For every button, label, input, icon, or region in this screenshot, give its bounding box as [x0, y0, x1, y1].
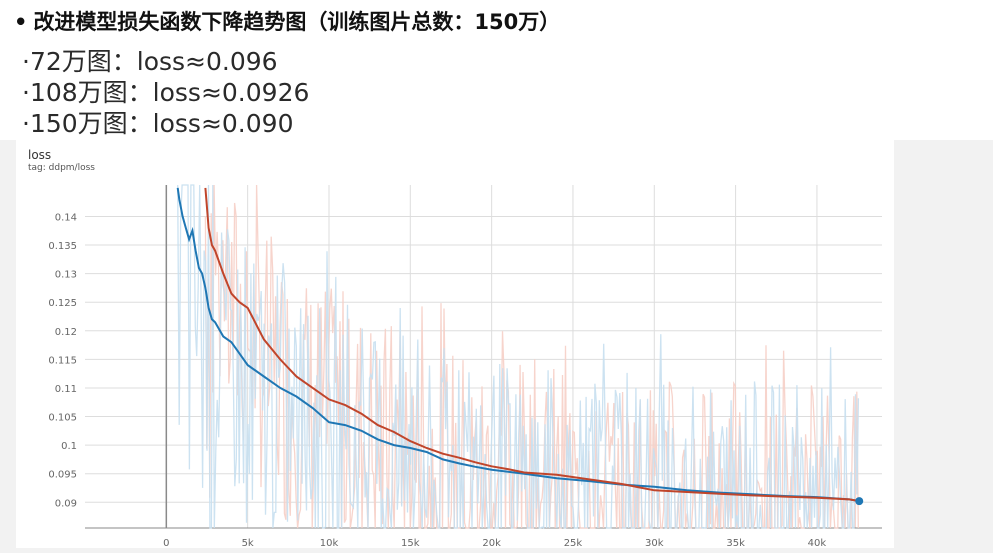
title-text: 改进模型损失函数下降趋势图（训练图片总数：150万） [33, 10, 561, 34]
note-150w: ·150万图：loss≈0.090 [22, 109, 294, 138]
loss-chart-card: loss tag: ddpm/loss 0.09 0.095 0.1 0.105 0.1… [16, 140, 894, 548]
y-tick-label: 0.105 [48, 413, 77, 424]
y-tick-label: 0.09 [55, 498, 77, 509]
loss-chart[interactable]: 0.09 0.095 0.1 0.105 0.11 0.115 0.12 0.125 0.13 0… [16, 140, 894, 548]
smoothed-loss-line-run-b [204, 187, 860, 503]
x-tick-label: 30k [645, 538, 664, 548]
x-tick-label: 15k [401, 538, 420, 548]
y-tick-label: 0.12 [55, 327, 77, 338]
x-tick-label: 25k [564, 538, 583, 548]
note-108w: ·108万图：loss≈0.0926 [22, 78, 310, 107]
y-tick-label: 0.125 [48, 298, 77, 309]
y-tick-label: 0.135 [48, 241, 77, 252]
y-tick-label: 0.095 [48, 470, 77, 481]
end-point-marker [855, 497, 864, 506]
loss-notes: ·72万图：loss≈0.096 ·108万图：loss≈0.0926 ·150… [22, 46, 309, 139]
x-tick-label: 0 [163, 538, 169, 548]
x-tick-label: 5k [242, 538, 254, 548]
y-tick-label: 0.1 [61, 441, 77, 452]
x-tick-label: 10k [320, 538, 339, 548]
smoothed-loss-line-run-a [176, 187, 860, 503]
y-tick-label: 0.11 [55, 384, 77, 395]
chart-tag: tag: ddpm/loss [28, 163, 95, 173]
x-tick-label: 35k [726, 538, 745, 548]
raw-loss-trace-run-a [177, 184, 860, 530]
y-tick-label: 0.13 [55, 270, 77, 281]
slide-title: • 改进模型损失函数下降趋势图（训练图片总数：150万） [14, 6, 560, 36]
x-tick-label: 40k [808, 538, 827, 548]
y-tick-label: 0.115 [48, 355, 77, 366]
note-72w: ·72万图：loss≈0.096 [22, 47, 278, 76]
x-tick-label: 20k [482, 538, 501, 548]
chart-title: loss [28, 148, 52, 162]
title-bullet: • [14, 10, 28, 34]
y-tick-label: 0.14 [55, 212, 77, 223]
